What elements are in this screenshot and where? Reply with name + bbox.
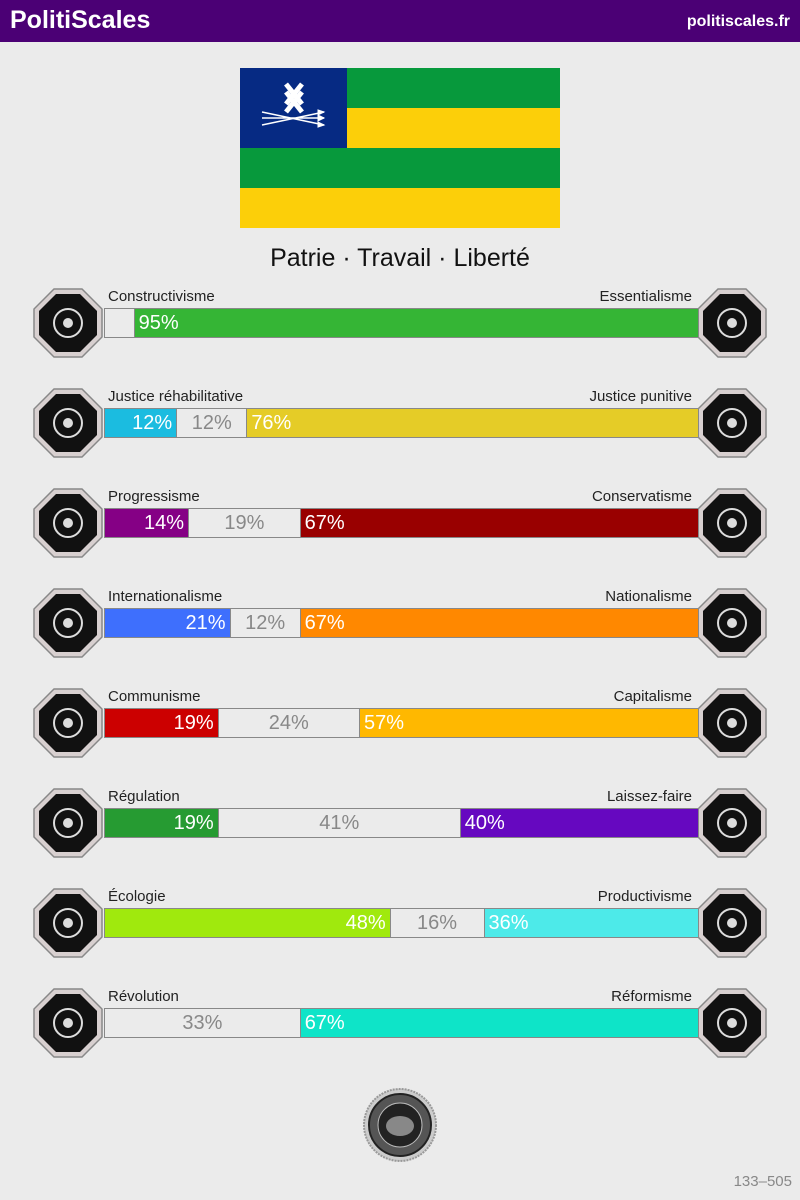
axis-row: Constructivisme Essentialisme 95% [0,288,800,368]
money-bag-icon [697,688,767,758]
axis-row: Écologie Productivisme 48% 16% 36% [0,888,800,968]
right-label: Productivisme [597,888,692,905]
neutral-segment [105,309,135,337]
right-label: Justice punitive [589,388,692,405]
motto: Patrie · Travail · Liberté [270,244,530,272]
axis-bar: 33% 67% [104,1008,699,1038]
ruler-icon [33,788,103,858]
left-label: Régulation [108,788,180,805]
left-label: Justice réhabilitative [108,388,244,405]
gear-icon [697,888,767,958]
handshake-icon [33,388,103,458]
axis-bar: 95% [104,308,699,338]
fist-icon [33,988,103,1058]
axis-bar: 14% 19% 67% [104,508,699,538]
right-segment: 67% [300,609,698,637]
left-segment: 19% [105,709,218,737]
left-segment: 14% [105,509,189,537]
right-segment: 57% [359,709,698,737]
ideology-flag [240,68,560,228]
axis-row: Justice réhabilitative Justice punitive … [0,388,800,468]
right-label: Laissez-faire [606,788,692,805]
left-label: Communisme [108,688,201,705]
axis-row: Internationalisme Nationalisme 21% 12% 6… [0,588,800,668]
sprout-icon [33,888,103,958]
neutral-segment: 41% [217,809,461,837]
right-segment: 76% [247,409,698,437]
axis-row: Régulation Laissez-faire 19% 41% 40% [0,788,800,868]
neutral-segment: 12% [176,409,248,437]
right-segment: 36% [484,909,698,937]
axis-bar: 19% 24% 57% [104,708,699,738]
left-label: Progressisme [108,488,200,505]
right-label: Conservatisme [591,488,692,505]
left-segment: 21% [105,609,230,637]
flower-icon [697,288,767,358]
left-label: Internationalisme [108,588,223,605]
right-segment: 67% [300,1009,698,1037]
brain-seal-icon [363,1088,437,1162]
globe-icon [33,588,103,658]
site-link[interactable]: politiscales.fr [686,13,790,30]
right-segment: 40% [460,809,698,837]
hammer-sickle-icon [33,688,103,758]
right-label: Nationalisme [605,588,692,605]
left-label: Constructivisme [108,288,215,305]
left-label: Révolution [108,988,179,1005]
axis-bar: 19% 41% 40% [104,808,699,838]
right-segment: 67% [300,509,698,537]
top-bar: PolitiScales politiscales.fr [0,0,800,42]
neutral-segment: 16% [389,909,485,937]
right-segment: 95% [134,309,698,337]
axis-bar: 21% 12% 67% [104,608,699,638]
axis-row: Révolution Réformisme 33% 67% [0,988,800,1068]
axis-row: Communisme Capitalisme 19% 24% 57% [0,688,800,768]
left-label: Écologie [108,888,166,905]
axis-bar: 48% 16% 36% [104,908,699,938]
left-segment: 48% [105,909,390,937]
neutral-segment: 19% [188,509,301,537]
parliament-icon [697,988,767,1058]
axis-bar: 12% 12% 76% [104,408,699,438]
right-label: Capitalisme [613,688,692,705]
result-code: 133–505 [733,1173,792,1190]
rune-arrows-icon [261,82,326,128]
left-segment: 19% [105,809,218,837]
axis-row: Progressisme Conservatisme 14% 19% 67% [0,488,800,568]
eye-icon [33,288,103,358]
prison-bars-icon [697,388,767,458]
right-label: Essentialisme [599,288,692,305]
quill-icon [697,488,767,558]
neutral-segment: 12% [229,609,301,637]
brand-title[interactable]: PolitiScales [10,6,151,34]
left-segment: 12% [105,409,177,437]
flag-icon [697,588,767,658]
right-label: Réformisme [611,988,692,1005]
torch-icon [33,488,103,558]
neutral-segment: 24% [217,709,360,737]
butterfly-icon [697,788,767,858]
neutral-segment: 33% [105,1009,301,1037]
